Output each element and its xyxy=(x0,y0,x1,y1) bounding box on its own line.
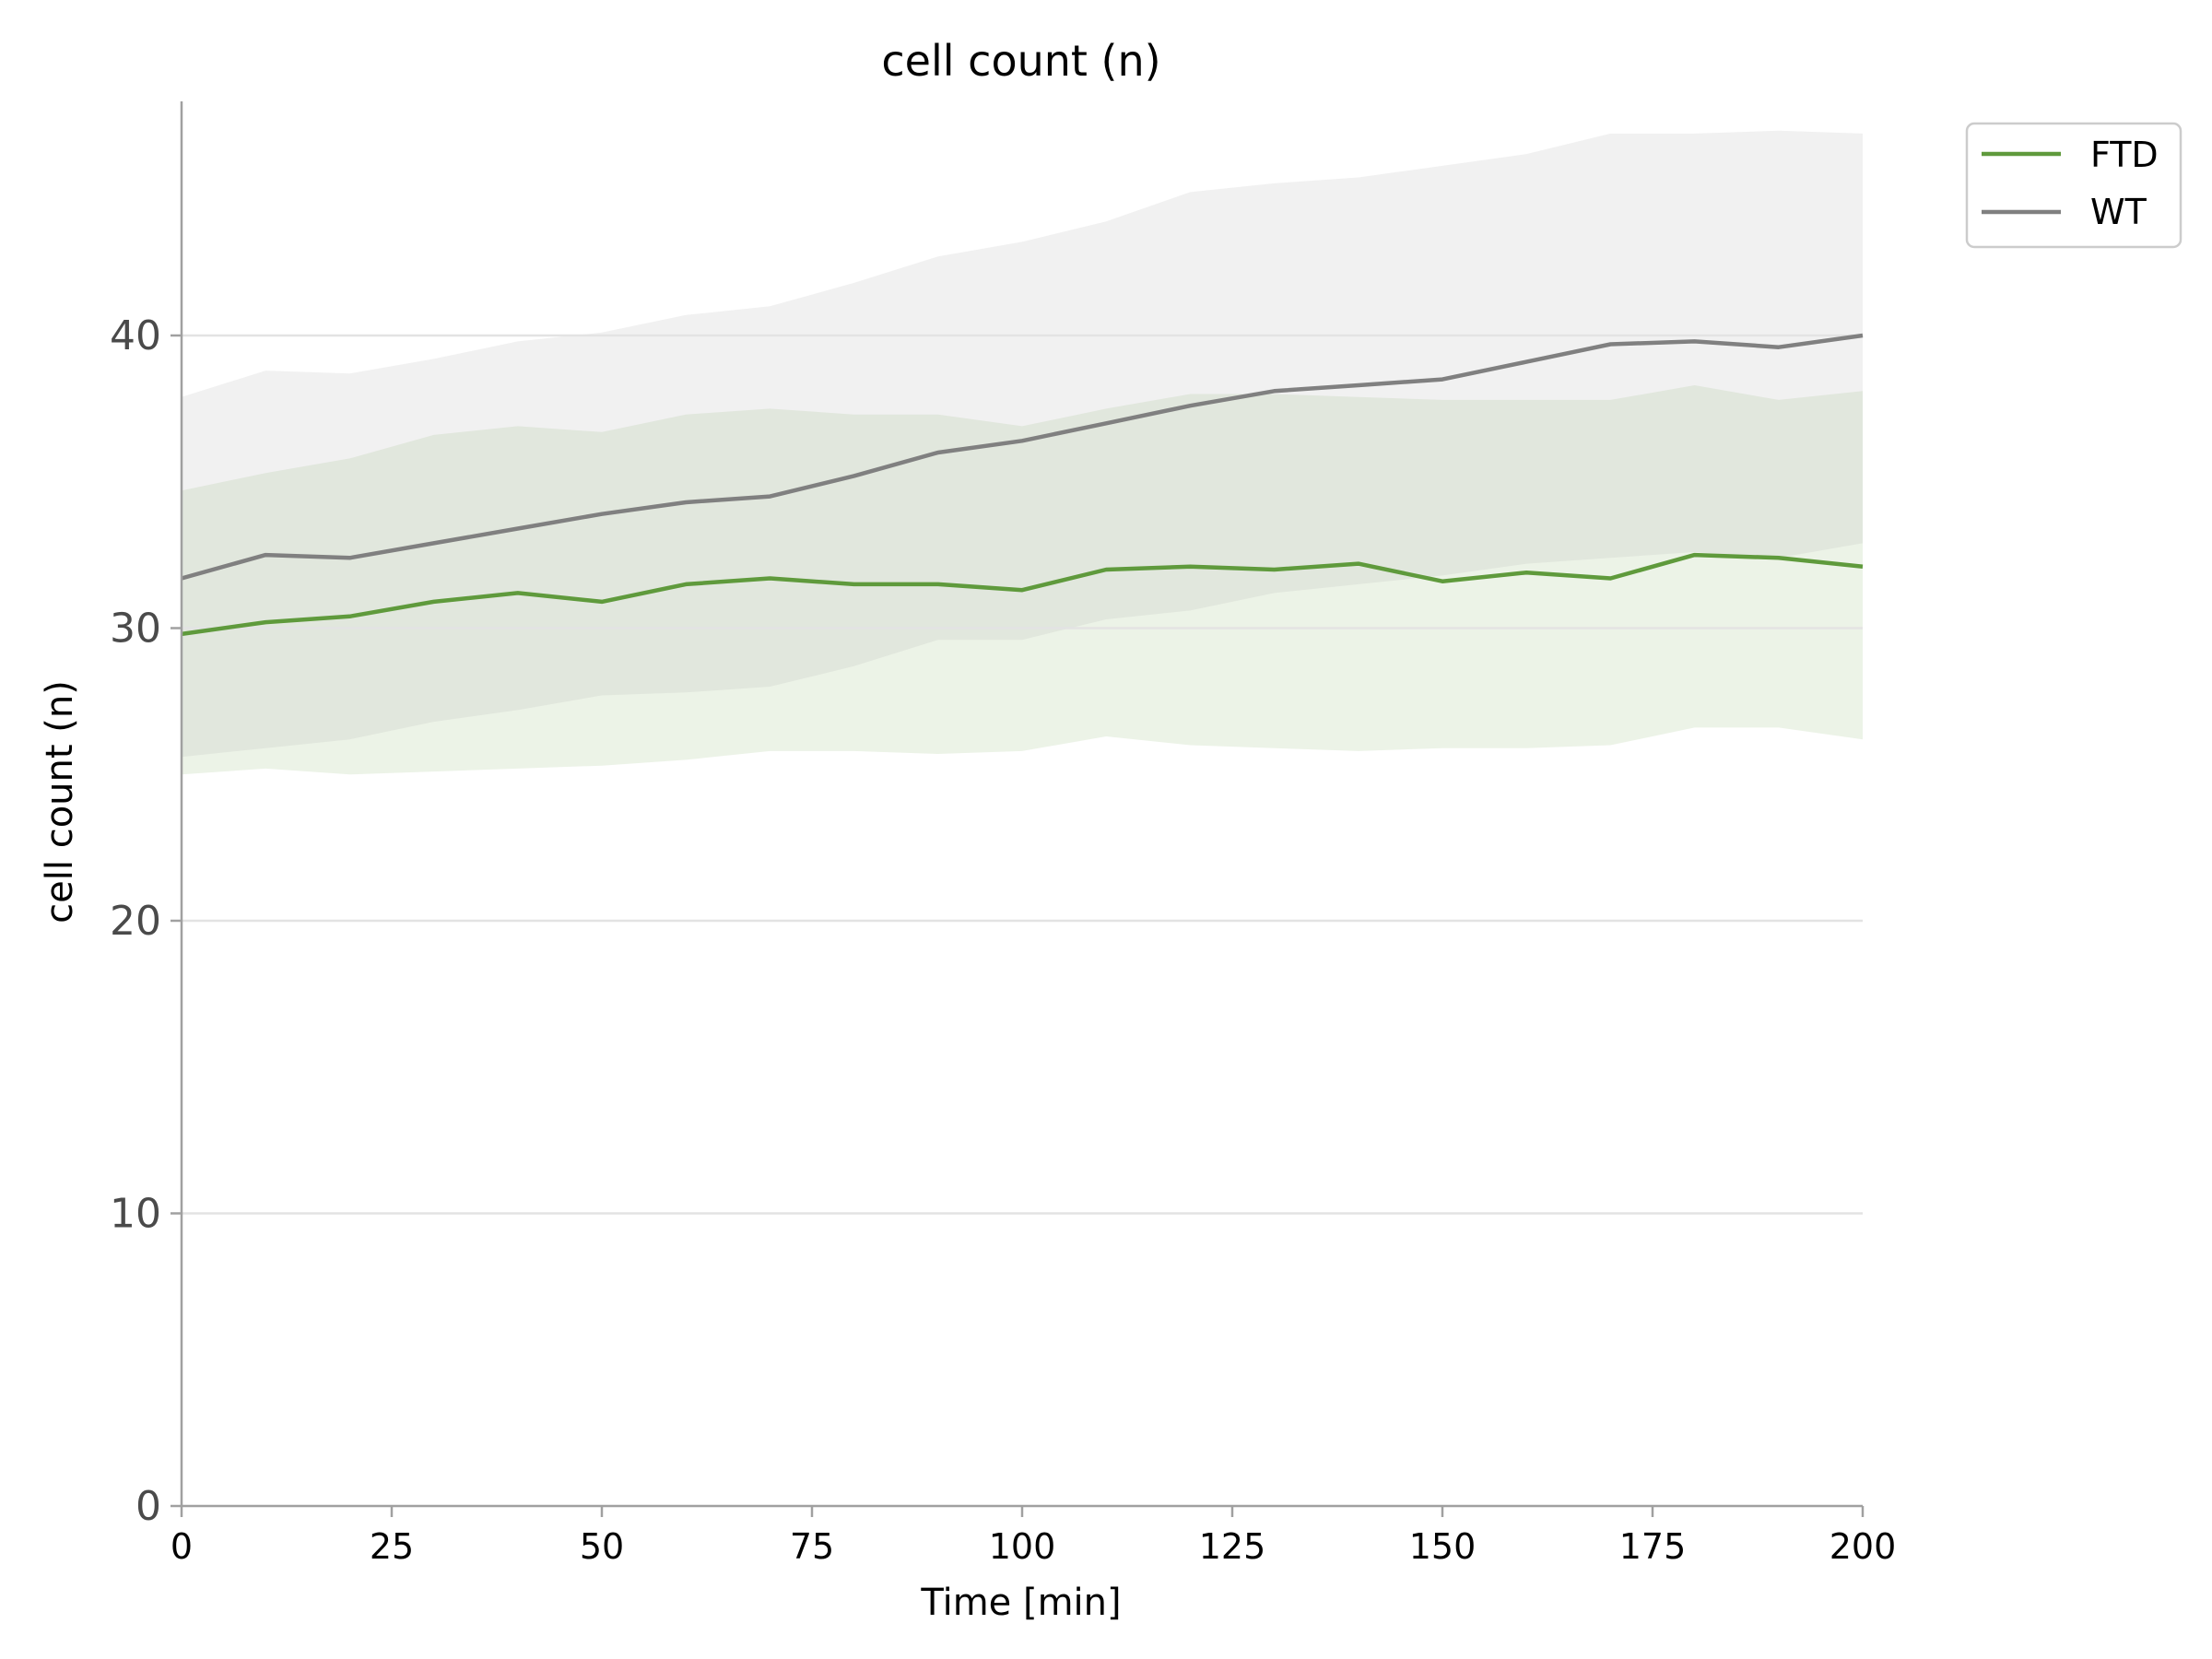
y-axis-label: cell count (n) xyxy=(39,680,81,924)
confidence-bands xyxy=(182,130,1863,775)
y-tick-label: 0 xyxy=(135,1483,161,1530)
x-tick-label: 150 xyxy=(1409,1526,1477,1567)
series-line-wt xyxy=(181,333,1864,581)
band-ftd xyxy=(182,385,1863,775)
x-tick-label: 50 xyxy=(580,1526,624,1567)
series-lines xyxy=(181,333,1864,637)
legend-label-ftd: FTD xyxy=(2090,135,2159,175)
x-tick-label: 175 xyxy=(1619,1526,1687,1567)
y-tick-label: 30 xyxy=(110,606,161,653)
x-tick-label: 0 xyxy=(171,1526,193,1567)
x-tick-label: 25 xyxy=(370,1526,414,1567)
legend-label-wt: WT xyxy=(2090,192,2147,232)
chart-title: cell count (n) xyxy=(881,36,1160,86)
y-tick-label: 10 xyxy=(110,1191,161,1238)
x-tick-label: 100 xyxy=(989,1526,1056,1567)
y-tick-label: 20 xyxy=(110,898,161,945)
series-line-ftd xyxy=(181,552,1864,637)
x-tick-label: 75 xyxy=(790,1526,834,1567)
tick-labels: 0 10 20 30 40 0 25 50 75 100 125 150 175 200 xyxy=(110,312,1896,1567)
legend: FTD WT xyxy=(1965,122,2183,249)
grid-lines xyxy=(182,334,1863,1215)
x-axis-label: Time [min] xyxy=(920,1582,1121,1624)
x-tick-label: 125 xyxy=(1199,1526,1266,1567)
y-tick-label: 40 xyxy=(110,312,161,359)
x-tick-label: 200 xyxy=(1830,1526,1897,1567)
